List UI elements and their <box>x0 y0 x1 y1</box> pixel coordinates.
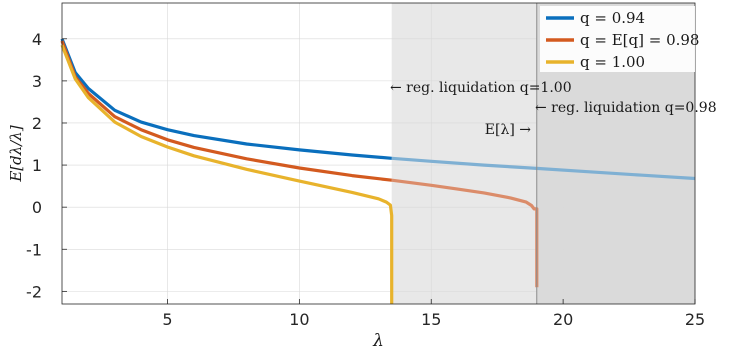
y-tick-label-3: 1 <box>32 156 42 175</box>
x-tick-label-0: 5 <box>162 310 172 329</box>
series-line-2 <box>60 44 394 304</box>
x-tick-label-2: 15 <box>421 310 441 329</box>
legend-entry-2: q = 1.00 <box>580 53 645 71</box>
y-tick-label-5: -1 <box>26 240 42 259</box>
x-axis-label: λ <box>372 331 384 351</box>
legend-entry-0: q = 0.94 <box>580 9 645 27</box>
y-tick-label-1: 3 <box>32 72 42 91</box>
y-tick-label-6: -2 <box>26 282 42 301</box>
series-line-1 <box>60 40 392 182</box>
legend: q = 0.94 q = E[q] = 0.98 q = 1.00 <box>540 6 699 72</box>
plot-lines <box>60 3 696 304</box>
y-tick-label-2: 2 <box>32 114 42 133</box>
x-tick-label-1: 10 <box>289 310 309 329</box>
legend-entry-1: q = E[q] = 0.98 <box>580 31 699 49</box>
y-axis-label: E[dλ/λ] <box>7 125 25 182</box>
y-tick-label-4: 0 <box>32 198 42 217</box>
annotation-expected-lambda: E[λ] → <box>485 122 531 138</box>
x-tick-label-4: 25 <box>685 310 705 329</box>
x-tick-label-3: 20 <box>553 310 573 329</box>
y-tick-label-0: 4 <box>32 30 42 49</box>
series-line-0 <box>60 38 392 160</box>
axes-frame <box>61 2 696 305</box>
annotation-liquidation-q100: ← reg. liquidation q=1.00 <box>390 80 572 96</box>
annotation-liquidation-q098: ← reg. liquidation q=0.98 <box>535 100 717 116</box>
